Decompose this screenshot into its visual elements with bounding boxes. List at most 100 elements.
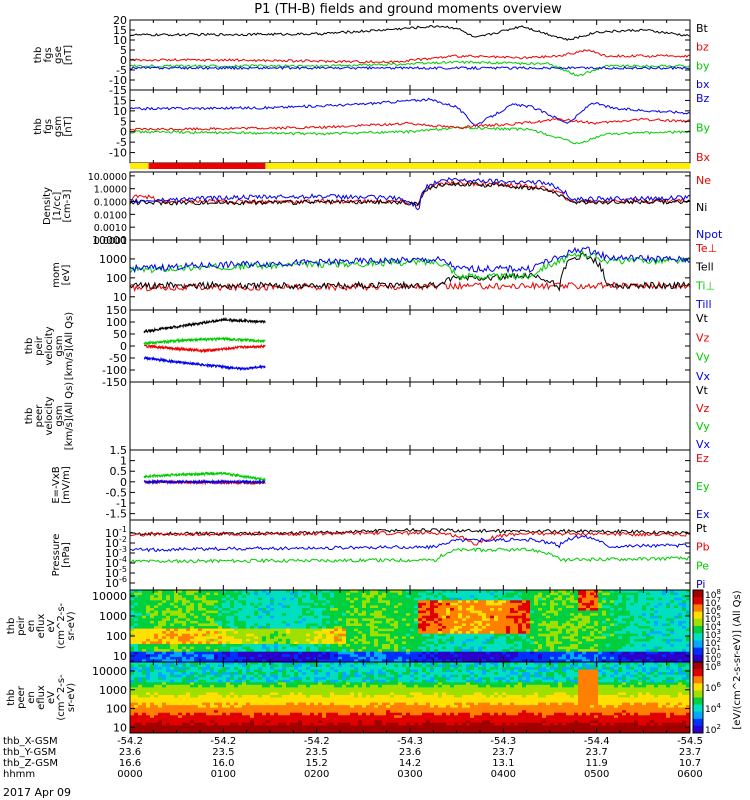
heatmap-cell bbox=[670, 605, 675, 609]
heatmap-cell bbox=[434, 608, 439, 611]
heatmap-cell bbox=[158, 618, 163, 622]
heatmap-cell bbox=[406, 656, 411, 660]
heatmap-cell bbox=[678, 618, 683, 622]
heatmap-cell bbox=[466, 615, 471, 619]
heatmap-cell bbox=[298, 633, 303, 637]
heatmap-cell bbox=[294, 623, 299, 627]
heatmap-cell bbox=[638, 636, 643, 640]
heatmap-cell bbox=[386, 659, 391, 663]
heatmap-cell bbox=[354, 613, 359, 617]
heatmap-cell bbox=[274, 592, 279, 596]
heatmap-cell bbox=[622, 602, 627, 606]
heatmap-cell bbox=[290, 608, 295, 611]
heatmap-cell bbox=[226, 638, 231, 642]
heatmap-cell bbox=[666, 597, 671, 601]
heatmap-cell bbox=[334, 615, 339, 619]
heatmap-cell bbox=[150, 656, 155, 660]
heatmap-cell bbox=[542, 605, 547, 609]
heatmap-cell bbox=[662, 600, 667, 604]
heatmap-cell bbox=[250, 620, 255, 624]
heatmap-cell bbox=[642, 644, 647, 647]
heatmap-cell bbox=[546, 628, 551, 632]
heatmap-cell bbox=[154, 649, 159, 653]
heatmap-cell bbox=[582, 646, 587, 650]
heatmap-cell bbox=[146, 682, 151, 686]
heatmap-cell bbox=[622, 613, 627, 617]
heatmap-cell bbox=[522, 605, 527, 609]
heatmap-cell bbox=[538, 605, 543, 609]
heatmap-cell bbox=[358, 595, 363, 599]
heatmap-cell bbox=[646, 605, 651, 609]
heatmap-cell bbox=[434, 592, 439, 596]
heatmap-cell bbox=[382, 618, 387, 622]
heatmap-cell bbox=[442, 602, 447, 606]
heatmap-cell bbox=[574, 592, 579, 596]
heatmap-cell bbox=[406, 620, 411, 624]
heatmap-cell bbox=[262, 644, 267, 647]
heatmap-cell bbox=[474, 605, 479, 609]
heatmap-cell bbox=[266, 649, 271, 653]
heatmap-cell bbox=[678, 623, 683, 627]
heatmap-cell bbox=[142, 626, 147, 629]
heatmap-cell bbox=[538, 631, 543, 635]
heatmap-cell bbox=[226, 656, 231, 660]
heatmap-cell bbox=[358, 641, 363, 645]
heatmap-cell bbox=[654, 608, 659, 611]
heatmap-cell bbox=[146, 623, 151, 627]
heatmap-cell bbox=[306, 631, 311, 635]
heatmap-cell bbox=[158, 659, 163, 663]
heatmap-cell bbox=[530, 654, 535, 658]
heatmap-cell bbox=[542, 649, 547, 653]
heatmap-cell bbox=[290, 592, 295, 596]
heatmap-cell bbox=[246, 590, 251, 593]
heatmap-cell bbox=[462, 651, 467, 655]
heatmap-cell bbox=[154, 659, 159, 663]
heatmap-cell bbox=[194, 597, 199, 601]
heatmap-cell bbox=[434, 602, 439, 606]
heatmap-cell bbox=[510, 615, 515, 619]
heatmap-cell bbox=[130, 646, 135, 650]
heatmap-cell bbox=[218, 610, 223, 614]
heatmap-cell bbox=[642, 646, 647, 650]
heatmap-cell bbox=[158, 623, 163, 627]
heatmap-cell bbox=[158, 727, 163, 731]
heatmap-cell bbox=[674, 608, 679, 611]
heatmap-cell bbox=[334, 592, 339, 596]
heatmap-cell bbox=[470, 602, 475, 606]
heatmap-cell bbox=[274, 659, 279, 663]
heatmap-cell bbox=[378, 602, 383, 606]
heatmap-cell bbox=[382, 597, 387, 601]
heatmap-cell bbox=[494, 626, 499, 629]
heatmap-cell bbox=[382, 626, 387, 629]
heatmap-cell bbox=[646, 608, 651, 611]
heatmap-cell bbox=[590, 649, 595, 653]
heatmap-cell bbox=[542, 654, 547, 658]
heatmap-cell bbox=[394, 659, 399, 663]
series-line-green bbox=[143, 335, 266, 347]
series-line-black bbox=[130, 252, 690, 292]
heatmap-cell bbox=[526, 623, 531, 627]
heatmap-cell bbox=[402, 608, 407, 611]
heatmap-cell bbox=[494, 633, 499, 637]
heatmap-cell bbox=[402, 636, 407, 640]
heatmap-cell bbox=[450, 659, 455, 663]
colorbar-swatch bbox=[693, 654, 703, 658]
heatmap-cell bbox=[270, 646, 275, 650]
heatmap-cell bbox=[178, 600, 183, 604]
heatmap-cell bbox=[570, 628, 575, 632]
heatmap-cell bbox=[394, 592, 399, 596]
heatmap-cell bbox=[266, 646, 271, 650]
heatmap-cell bbox=[322, 641, 327, 645]
y-axis-label: eV bbox=[46, 619, 57, 632]
heatmap-cell bbox=[394, 597, 399, 601]
heatmap-cell bbox=[394, 615, 399, 619]
heatmap-cell bbox=[454, 651, 459, 655]
heatmap-cell bbox=[214, 636, 219, 640]
heatmap-cell bbox=[342, 590, 347, 593]
heatmap-cell bbox=[470, 656, 475, 660]
heatmap-cell bbox=[186, 626, 191, 629]
heatmap-cell bbox=[630, 656, 635, 660]
heatmap-cell bbox=[170, 595, 175, 599]
heatmap-cell bbox=[302, 641, 307, 645]
heatmap-cell bbox=[646, 644, 651, 647]
